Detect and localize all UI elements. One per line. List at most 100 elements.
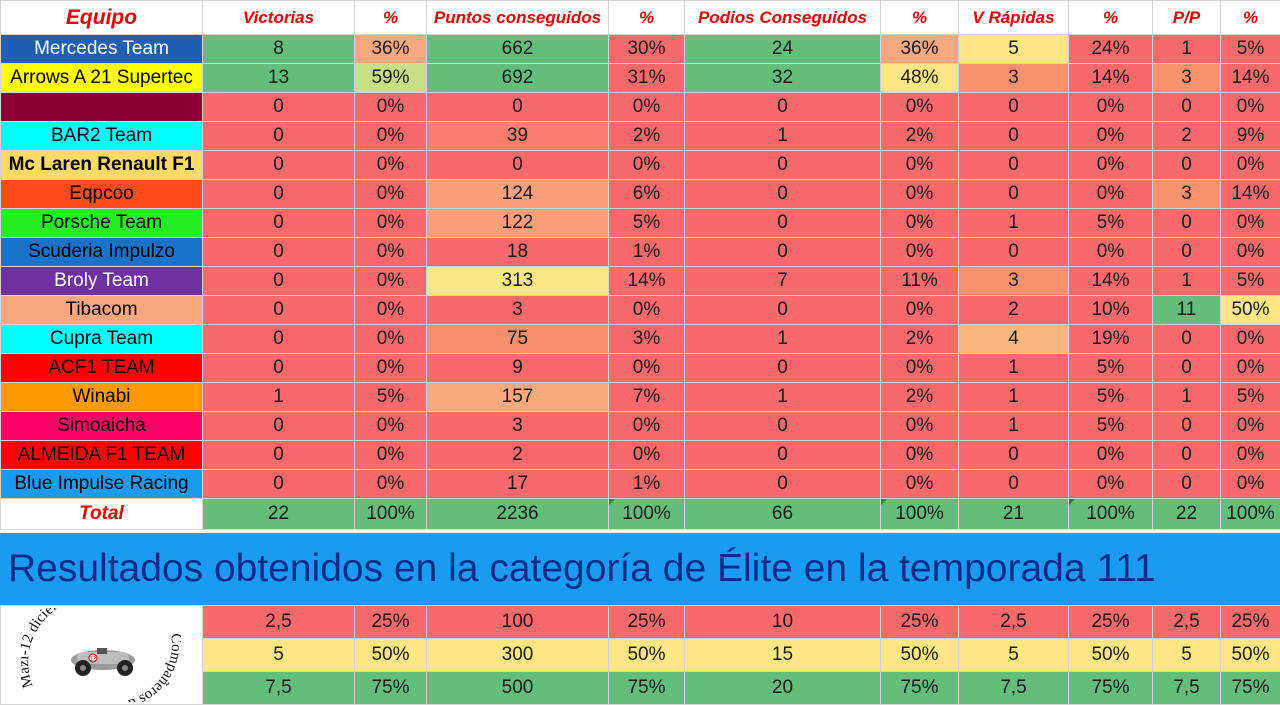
pct-podios-cell[interactable]: 2%: [881, 383, 959, 412]
pct-puntos-cell[interactable]: 7%: [609, 383, 685, 412]
victorias-cell[interactable]: 0: [203, 412, 355, 441]
total-pct-pp-cell[interactable]: 100%: [1221, 499, 1280, 530]
pct-podios-cell[interactable]: 0%: [881, 441, 959, 470]
pct-vrapidas-cell[interactable]: 24%: [1069, 35, 1153, 64]
victorias-cell[interactable]: 0: [203, 267, 355, 296]
reference-victorias-cell[interactable]: 2,5: [203, 606, 355, 639]
pct-puntos-cell[interactable]: 0%: [609, 151, 685, 180]
podios-cell[interactable]: 0: [685, 93, 881, 122]
podios-cell[interactable]: 0: [685, 151, 881, 180]
team-name-cell[interactable]: Mercedes Team: [1, 35, 203, 64]
pp-cell[interactable]: 2: [1153, 122, 1221, 151]
reference-podios-cell[interactable]: 15: [685, 639, 881, 672]
reference-pct-victorias-cell[interactable]: 25%: [355, 606, 427, 639]
puntos-cell[interactable]: 2: [427, 441, 609, 470]
victorias-cell[interactable]: 13: [203, 64, 355, 93]
pp-cell[interactable]: 0: [1153, 209, 1221, 238]
pct-puntos-cell[interactable]: 1%: [609, 238, 685, 267]
pct-victorias-cell[interactable]: 36%: [355, 35, 427, 64]
podios-cell[interactable]: 0: [685, 412, 881, 441]
podios-cell[interactable]: 0: [685, 354, 881, 383]
puntos-cell[interactable]: 124: [427, 180, 609, 209]
header-pct-victorias[interactable]: %: [355, 1, 427, 35]
header-pp[interactable]: P/P: [1153, 1, 1221, 35]
puntos-cell[interactable]: 0: [427, 151, 609, 180]
reference-puntos-cell[interactable]: 500: [427, 672, 609, 705]
total-puntos-cell[interactable]: 2236: [427, 499, 609, 530]
pct-puntos-cell[interactable]: 0%: [609, 354, 685, 383]
reference-pct-puntos-cell[interactable]: 75%: [609, 672, 685, 705]
vrapidas-cell[interactable]: 0: [959, 180, 1069, 209]
pp-cell[interactable]: 0: [1153, 93, 1221, 122]
team-name-cell[interactable]: ALMEIDA F1 TEAM: [1, 441, 203, 470]
pct-victorias-cell[interactable]: 0%: [355, 209, 427, 238]
pct-podios-cell[interactable]: 0%: [881, 151, 959, 180]
pct-podios-cell[interactable]: 0%: [881, 209, 959, 238]
puntos-cell[interactable]: 692: [427, 64, 609, 93]
header-pct-podios[interactable]: %: [881, 1, 959, 35]
victorias-cell[interactable]: 1: [203, 383, 355, 412]
header-victorias[interactable]: Victorias: [203, 1, 355, 35]
total-victorias-cell[interactable]: 22: [203, 499, 355, 530]
pct-victorias-cell[interactable]: 0%: [355, 354, 427, 383]
pp-cell[interactable]: 0: [1153, 151, 1221, 180]
header-vrapidas[interactable]: V Rápidas: [959, 1, 1069, 35]
podios-cell[interactable]: 0: [685, 209, 881, 238]
puntos-cell[interactable]: 18: [427, 238, 609, 267]
reference-vrapidas-cell[interactable]: 7,5: [959, 672, 1069, 705]
pct-puntos-cell[interactable]: 0%: [609, 441, 685, 470]
podios-cell[interactable]: 1: [685, 325, 881, 354]
pp-cell[interactable]: 3: [1153, 64, 1221, 93]
team-name-cell[interactable]: Eqpcoo: [1, 180, 203, 209]
puntos-cell[interactable]: 313: [427, 267, 609, 296]
pct-victorias-cell[interactable]: 0%: [355, 325, 427, 354]
pct-pp-cell[interactable]: 5%: [1221, 35, 1280, 64]
pp-cell[interactable]: 1: [1153, 267, 1221, 296]
pct-pp-cell[interactable]: 0%: [1221, 470, 1280, 499]
victorias-cell[interactable]: 0: [203, 93, 355, 122]
pct-podios-cell[interactable]: 11%: [881, 267, 959, 296]
pct-pp-cell[interactable]: 0%: [1221, 354, 1280, 383]
podios-cell[interactable]: 0: [685, 296, 881, 325]
reference-pct-pp-cell[interactable]: 50%: [1221, 639, 1280, 672]
puntos-cell[interactable]: 75: [427, 325, 609, 354]
pct-podios-cell[interactable]: 0%: [881, 354, 959, 383]
team-name-cell[interactable]: Broly Team: [1, 267, 203, 296]
team-name-cell[interactable]: Simoaicha: [1, 412, 203, 441]
pct-podios-cell[interactable]: 0%: [881, 93, 959, 122]
total-vrapidas-cell[interactable]: 21: [959, 499, 1069, 530]
pct-victorias-cell[interactable]: 0%: [355, 441, 427, 470]
pct-podios-cell[interactable]: 0%: [881, 296, 959, 325]
pct-victorias-cell[interactable]: 59%: [355, 64, 427, 93]
pct-victorias-cell[interactable]: 0%: [355, 470, 427, 499]
pct-vrapidas-cell[interactable]: 0%: [1069, 151, 1153, 180]
podios-cell[interactable]: 0: [685, 470, 881, 499]
pct-pp-cell[interactable]: 5%: [1221, 267, 1280, 296]
pct-puntos-cell[interactable]: 0%: [609, 412, 685, 441]
vrapidas-cell[interactable]: 2: [959, 296, 1069, 325]
pct-puntos-cell[interactable]: 14%: [609, 267, 685, 296]
pct-podios-cell[interactable]: 36%: [881, 35, 959, 64]
pct-pp-cell[interactable]: 0%: [1221, 238, 1280, 267]
victorias-cell[interactable]: 0: [203, 354, 355, 383]
pct-vrapidas-cell[interactable]: 5%: [1069, 209, 1153, 238]
team-name-cell[interactable]: Blue Impulse Racing: [1, 470, 203, 499]
podios-cell[interactable]: 32: [685, 64, 881, 93]
pct-puntos-cell[interactable]: 30%: [609, 35, 685, 64]
reference-pct-podios-cell[interactable]: 25%: [881, 606, 959, 639]
victorias-cell[interactable]: 0: [203, 238, 355, 267]
victorias-cell[interactable]: 0: [203, 325, 355, 354]
reference-victorias-cell[interactable]: 5: [203, 639, 355, 672]
reference-pct-puntos-cell[interactable]: 50%: [609, 639, 685, 672]
reference-pct-vrapidas-cell[interactable]: 75%: [1069, 672, 1153, 705]
team-name-cell[interactable]: Porsche Team: [1, 209, 203, 238]
vrapidas-cell[interactable]: 0: [959, 93, 1069, 122]
puntos-cell[interactable]: 122: [427, 209, 609, 238]
puntos-cell[interactable]: 157: [427, 383, 609, 412]
pct-victorias-cell[interactable]: 0%: [355, 412, 427, 441]
vrapidas-cell[interactable]: 0: [959, 441, 1069, 470]
title-banner[interactable]: Resultados obtenidos en la categoría de …: [0, 533, 1280, 605]
vrapidas-cell[interactable]: 1: [959, 354, 1069, 383]
victorias-cell[interactable]: 0: [203, 470, 355, 499]
pp-cell[interactable]: 0: [1153, 470, 1221, 499]
